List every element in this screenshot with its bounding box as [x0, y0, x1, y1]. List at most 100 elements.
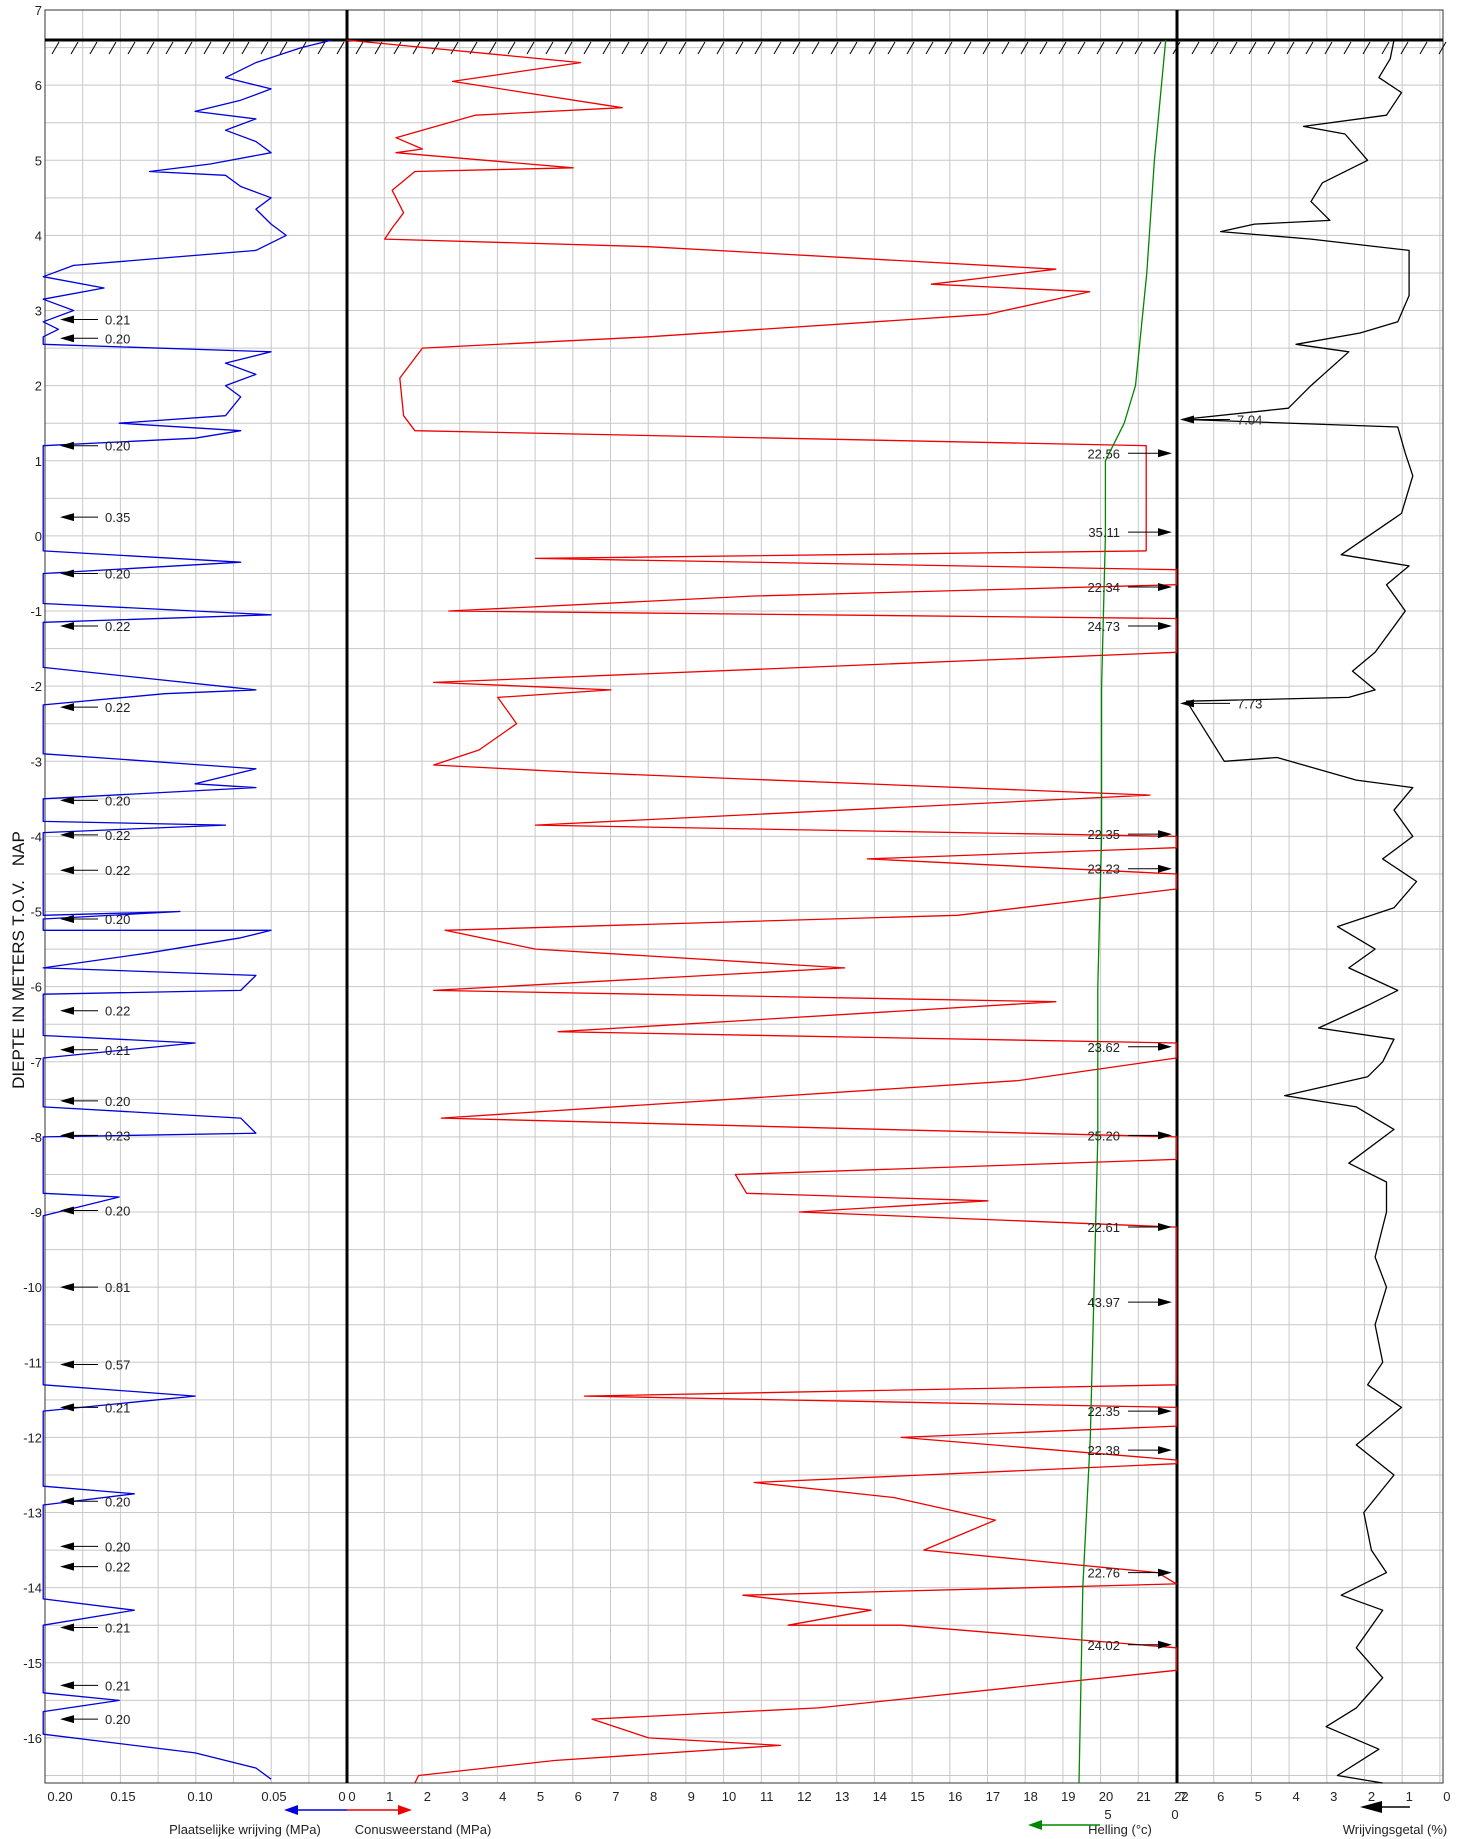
hatch-mark — [355, 41, 364, 55]
cone-peak-arrow-head — [1158, 830, 1172, 839]
friction-peak-arrow-head — [60, 315, 74, 324]
friction-peak-label: 0.20 — [105, 1204, 130, 1219]
hatch-mark — [1172, 41, 1181, 55]
surface-hatching — [51, 41, 1447, 55]
hatch-mark — [1267, 41, 1276, 55]
hatch-mark — [184, 41, 193, 55]
friction-peak-label: 0.21 — [105, 1400, 130, 1415]
friction-peak-label: 0.22 — [105, 619, 130, 634]
hatch-mark — [1134, 41, 1143, 55]
friction-peak-label: 0.20 — [105, 439, 130, 454]
cone-peak-arrow-head — [1158, 1407, 1172, 1416]
friction-peak-arrow-head — [60, 796, 74, 805]
hatch-mark — [1001, 41, 1010, 55]
friction-peak-arrow-head — [60, 1403, 74, 1412]
cone-tick-label: 11 — [760, 1789, 774, 1804]
y-axis-label: DIEPTE IN METERS T.O.V.NAP — [9, 831, 28, 1089]
inclination-direction-head — [1028, 1820, 1042, 1830]
y-tick-label: 3 — [35, 304, 42, 319]
y-tick-label: -2 — [30, 679, 42, 694]
cone-tick-label: 7 — [612, 1789, 619, 1804]
friction-peak-arrow-head — [60, 441, 74, 450]
y-tick-label: -11 — [24, 1355, 42, 1370]
cone-tick-label: 16 — [948, 1789, 962, 1804]
cone-peak-label: 43.97 — [1087, 1295, 1120, 1310]
ratio-peak-arrow-head — [1180, 415, 1194, 424]
cone-peak-arrow-head — [1158, 1298, 1172, 1307]
friction-peak-arrow-head — [60, 1562, 74, 1571]
friction-peak-arrow-head — [60, 1497, 74, 1506]
cone-tick-label: 0 — [348, 1789, 355, 1804]
cone-tick-label: 22 — [1174, 1789, 1188, 1804]
cone-tick-label: 15 — [910, 1789, 924, 1804]
hatch-mark — [716, 41, 725, 55]
hatch-mark — [1343, 41, 1352, 55]
friction-direction-head — [284, 1805, 298, 1815]
inclination-xlabel: Helling (°c) — [1088, 1822, 1152, 1837]
ratio-direction-head — [1360, 1801, 1382, 1813]
cone-peak-label: 23.62 — [1087, 1040, 1120, 1055]
friction-tick-label: 0.15 — [110, 1789, 135, 1804]
hatch-mark — [583, 41, 592, 55]
peak-annotations: 0.21 0.20 0.20 0.35 0.20 0.22 0.22 0.20 0.22 0.22… — [60, 313, 1262, 1727]
y-tick-label: -10 — [23, 1280, 42, 1295]
friction-peak-label: 0.21 — [105, 313, 130, 328]
hatch-mark — [1039, 41, 1048, 55]
friction-peak-arrow-head — [60, 513, 74, 522]
friction-peak-label: 0.57 — [105, 1358, 130, 1373]
hatch-mark — [1058, 41, 1067, 55]
inclination-tick-label: 5 — [1104, 1807, 1111, 1822]
cone-peak-arrow-head — [1158, 1223, 1172, 1232]
hatch-mark — [792, 41, 801, 55]
y-tick-label: -7 — [30, 1055, 42, 1070]
hatch-mark — [1077, 41, 1086, 55]
friction-peak-arrow-head — [60, 1045, 74, 1054]
y-tick-label: -12 — [23, 1430, 42, 1445]
friction-peak-label: 0.20 — [105, 1494, 130, 1509]
friction-peak-arrow-head — [60, 1360, 74, 1369]
friction-peak-label: 0.21 — [105, 1620, 130, 1635]
friction-xlabel: Plaatselijke wrijving (MPa) — [169, 1822, 321, 1837]
cone-peak-label: 22.61 — [1087, 1220, 1120, 1235]
friction-peak-label: 0.22 — [105, 863, 130, 878]
hatch-mark — [412, 41, 421, 55]
ratio-tick-label: 7 — [1179, 1789, 1186, 1804]
y-tick-label: -4 — [30, 829, 42, 844]
plot-border — [44, 9, 1444, 1784]
friction-peak-arrow-head — [60, 866, 74, 875]
ratio-peak-arrow-head — [1180, 699, 1194, 708]
series-lines — [42, 39, 1418, 1784]
cone-peak-arrow-head — [1158, 622, 1172, 631]
ratio-tick-label: 3 — [1330, 1789, 1337, 1804]
y-tick-label: -13 — [23, 1506, 42, 1521]
friction-peak-arrow-head — [60, 622, 74, 631]
y-tick-label: 4 — [35, 228, 42, 243]
hatch-mark — [830, 41, 839, 55]
hatch-mark — [906, 41, 915, 55]
y-tick-label: -14 — [23, 1581, 42, 1596]
cone-tick-label: 2 — [424, 1789, 431, 1804]
cone-tick-label: 17 — [986, 1789, 1000, 1804]
cone-peak-label: 22.38 — [1087, 1443, 1120, 1458]
hatch-mark — [811, 41, 820, 55]
y-tick-label: -6 — [30, 980, 42, 995]
friction-peak-arrow-head — [60, 334, 74, 343]
friction-peak-label: 0.20 — [105, 1094, 130, 1109]
ratio-tick-label: 0 — [1443, 1789, 1450, 1804]
y-tick-label: 5 — [35, 153, 42, 168]
y-tick-label: 0 — [35, 529, 42, 544]
series-friction — [42, 39, 332, 1780]
cone-peak-label: 22.76 — [1087, 1566, 1120, 1581]
hatch-mark — [621, 41, 630, 55]
friction-peak-label: 0.20 — [105, 793, 130, 808]
cone-peak-label: 35.11 — [1088, 525, 1120, 540]
hatch-mark — [773, 41, 782, 55]
cone-tick-label: 9 — [688, 1789, 695, 1804]
hatch-mark — [1381, 41, 1390, 55]
friction-peak-arrow-head — [60, 1006, 74, 1015]
friction-peak-arrow-head — [60, 703, 74, 712]
hatch-mark — [526, 41, 535, 55]
hatch-mark — [450, 41, 459, 55]
hatch-mark — [1324, 41, 1333, 55]
